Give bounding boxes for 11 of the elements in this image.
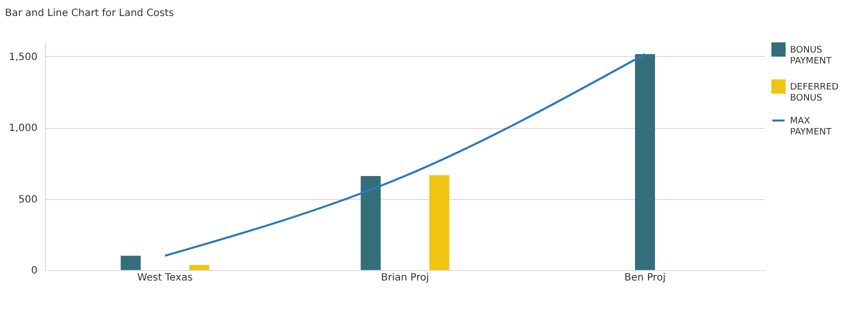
- y-tick-label: 0: [31, 266, 38, 276]
- y-tick-label: 1,500: [8, 52, 38, 63]
- chart-title: Bar and Line Chart for Land Costs: [5, 8, 174, 19]
- x-tick-label: Ben Proj: [624, 272, 666, 284]
- y-tick-label: 1,000: [8, 123, 38, 134]
- x-tick-label: West Texas: [137, 272, 193, 284]
- x-tick-label: Brian Proj: [380, 272, 430, 284]
- legend-label: BONUS PAYMENT: [790, 46, 832, 66]
- y-tick-label: 500: [18, 194, 38, 206]
- legend-label: DEFERRED BONUS: [790, 82, 839, 104]
- legend-label: MAX PAYMENT: [790, 116, 832, 138]
